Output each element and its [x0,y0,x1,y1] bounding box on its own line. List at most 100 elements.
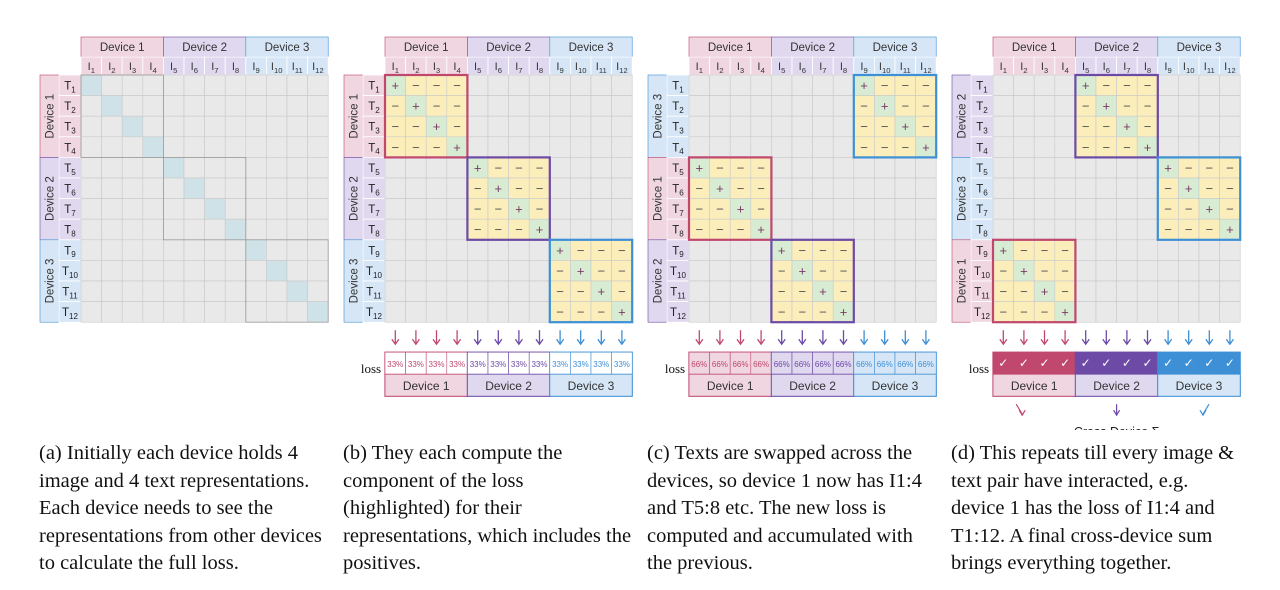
matrix-cell [405,301,427,323]
minus-icon: − [1164,202,1172,217]
matrix-cell [142,157,164,179]
plus-icon: + [1206,202,1214,217]
minus-icon: − [778,263,786,278]
matrix-cell [425,301,448,323]
matrix-cell [245,74,267,96]
matrix-cell [1054,136,1076,158]
check-icon: ✓ [1060,356,1070,370]
down-arrow-icon [715,338,724,346]
text-label: T11 [670,287,686,301]
matrix-cell [121,198,144,220]
plus-icon: + [922,140,930,155]
matrix-cell [894,198,916,220]
plus-icon: + [840,305,848,320]
plus-icon: + [1000,243,1008,258]
minus-icon: − [922,119,930,134]
matrix-cell [874,301,896,323]
matrix-cell [992,218,1014,241]
matrix-cell [915,301,937,323]
image-label: I12 [312,61,324,75]
matrix-cell [266,198,288,220]
top-device-label: Device 1 [708,42,753,54]
minus-icon: − [902,99,910,114]
text-label: T8 [672,225,684,239]
matrix-cell [286,260,308,282]
matrix-cell [307,260,329,282]
matrix-cell [1157,74,1179,96]
matrix-cell [224,115,247,138]
image-label: I4 [1061,61,1069,75]
matrix-cell [101,95,123,117]
matrix-cell [1219,260,1241,282]
matrix-cell [874,218,896,241]
plus-icon: + [696,160,704,175]
matrix-cell [853,239,875,261]
check-icon: ✓ [1204,356,1214,370]
loss-cell: 66% [753,360,769,369]
caption-c: (c) Texts are swapped across the devices… [647,442,922,574]
image-label: I8 [536,61,543,75]
matrix-cell [528,301,551,323]
loss-label: loss [665,361,685,376]
matrix-cell [1013,115,1035,138]
matrix-cell [80,177,102,199]
loss-device-label: Device 3 [872,379,919,393]
matrix-cell [894,239,916,261]
matrix-cell [307,239,329,261]
text-label: T2 [672,101,684,115]
check-icon: ✓ [1122,356,1132,370]
matrix-cell [832,95,855,117]
matrix-cell [750,301,772,323]
matrix-cell [405,239,427,261]
minus-icon: − [1082,99,1090,114]
matrix-cell [163,74,185,96]
matrix-cell [245,301,267,323]
loss-cell: 33% [552,360,568,369]
minus-icon: − [618,284,626,299]
plus-icon: + [716,181,724,196]
image-label: I11 [596,61,607,75]
matrix-cell [266,157,288,179]
matrix-cell [791,115,813,138]
matrix-cell [101,280,123,302]
down-arrow-icon [921,338,930,346]
matrix-cell [549,157,571,179]
matrix-cell [853,177,875,199]
matrix-cell [163,280,185,302]
matrix-cell [286,177,308,199]
matrix-cell [1054,177,1076,199]
matrix-cell [1136,198,1159,220]
minus-icon: − [860,99,868,114]
matrix-cell [266,301,288,323]
matrix-cell [528,74,551,96]
image-label: I1 [696,61,703,75]
minus-icon: − [1144,78,1152,93]
minus-icon: − [737,160,745,175]
matrix-cell [142,115,164,138]
sum-arrow-icon [1113,409,1121,417]
matrix-cell [266,136,288,158]
matrix-cell [142,198,164,220]
matrix-cell [467,301,489,323]
matrix-cell [1178,115,1200,138]
matrix-cell [528,280,551,302]
matrix-cell [771,218,793,241]
loss-cell: 66% [774,360,790,369]
minus-icon: − [453,78,461,93]
loss-device-label: Device 1 [1011,379,1058,393]
panel-c: Device 1 I1 I2 I3 I4 Device 2 I5 I6 I7 I8 Device 3… [647,36,938,397]
matrix-cell [915,260,937,282]
matrix-cell [384,177,406,199]
matrix-cell [121,280,144,302]
matrix-cell [80,280,102,302]
check-icon: ✓ [1039,356,1049,370]
matrix-cell [224,136,247,158]
matrix-cell [915,157,937,179]
image-label: I2 [412,61,419,75]
matrix-cell [1033,218,1056,241]
matrix-cell [266,239,288,261]
sum-arrow-icon [1199,409,1207,417]
plus-icon: + [819,284,827,299]
side-device-label: Device 3 [957,176,969,221]
minus-icon: − [1206,181,1214,196]
